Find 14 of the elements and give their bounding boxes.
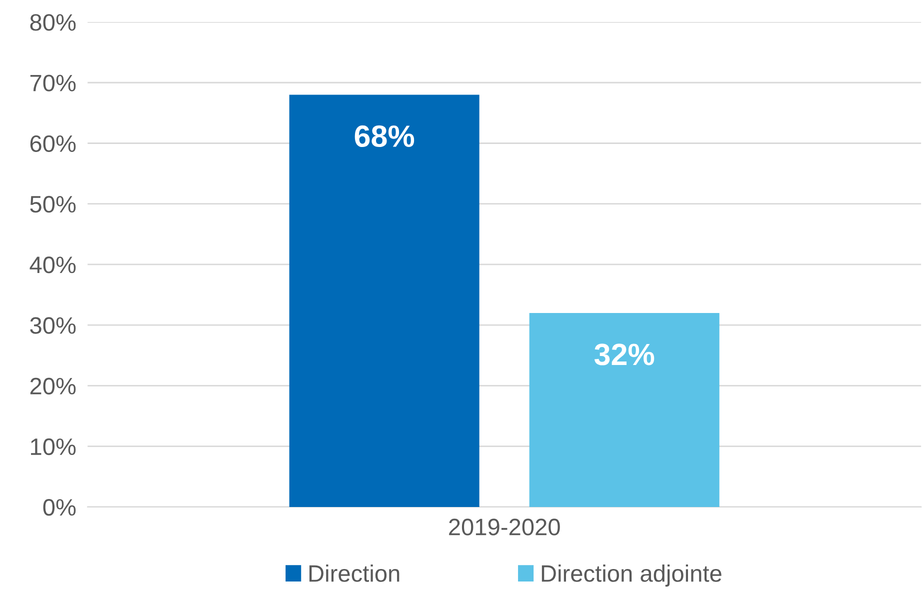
y-tick-label: 0% bbox=[43, 499, 76, 516]
legend-label: Direction bbox=[309, 564, 400, 582]
y-tick-label: 70% bbox=[30, 74, 76, 92]
data-label: 68% bbox=[354, 125, 414, 148]
x-tick-label: 2019-2020 bbox=[449, 518, 560, 536]
legend-label: Direction adjointe bbox=[542, 564, 722, 587]
y-tick-label: 80% bbox=[30, 14, 76, 31]
y-tick-label: 20% bbox=[30, 378, 76, 394]
data-label: 32% bbox=[594, 344, 654, 366]
y-tick-label: 10% bbox=[31, 438, 76, 456]
y-tick-label: 50% bbox=[30, 196, 76, 213]
y-tick-label: 30% bbox=[30, 317, 76, 334]
y-tick-label: 40% bbox=[30, 256, 76, 274]
y-tick-label: 60% bbox=[30, 135, 76, 152]
